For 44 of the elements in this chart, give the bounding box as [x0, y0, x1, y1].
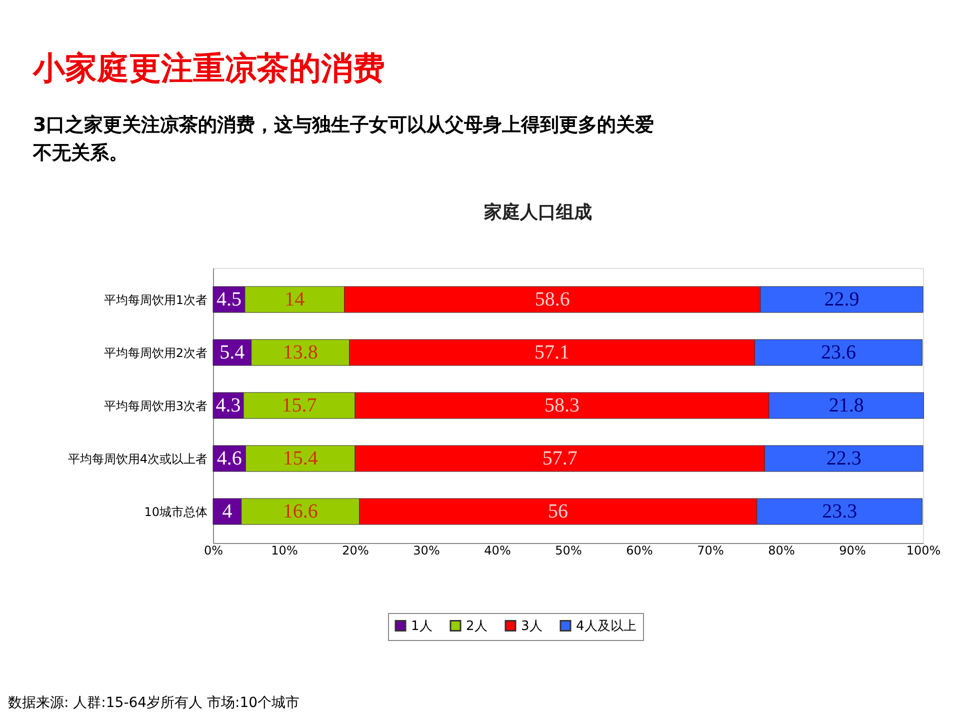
data-label: 4.5: [216, 288, 242, 310]
x-tick-label: 70%: [697, 544, 724, 558]
data-label: 23.3: [822, 500, 858, 522]
legend-label: 2人: [466, 618, 488, 634]
data-label: 22.9: [824, 288, 860, 310]
data-label: 57.7: [542, 448, 578, 470]
x-tick-label: 30%: [413, 544, 440, 558]
x-tick-label: 20%: [342, 544, 369, 558]
y-tick-label: 平均每周饮用2次者: [104, 346, 208, 360]
data-label: 15.7: [282, 394, 317, 416]
data-label: 4.6: [216, 448, 242, 470]
legend-label: 4人及以上: [576, 618, 636, 634]
text: 家庭人口组成: [483, 202, 592, 223]
legend-label: 3人: [521, 618, 542, 634]
y-tick-label: 平均每周饮用1次者: [104, 293, 208, 307]
y-tick-label: 10城市总体: [144, 505, 208, 519]
data-label: 15.4: [282, 448, 318, 470]
x-tick-label: 0%: [204, 544, 224, 558]
x-tick-label: 90%: [839, 544, 866, 558]
legend-label: 1人: [411, 618, 432, 634]
y-tick-label: 平均每周饮用3次者: [104, 399, 208, 413]
source-note: 数据来源: 人群:15-64岁所有人 市场:10个城市: [8, 695, 300, 711]
data-label: 4: [222, 500, 232, 522]
data-label: 57.1: [534, 342, 570, 364]
data-label: 21.8: [828, 394, 864, 416]
x-tick-label: 10%: [271, 544, 298, 558]
x-tick-label: 60%: [626, 544, 653, 558]
chart-title: 小家庭更注重凉茶的消费: [32, 49, 385, 87]
x-tick-label: 80%: [768, 544, 795, 558]
data-label: 22.3: [826, 448, 862, 470]
data-label: 13.8: [282, 342, 318, 364]
y-tick-label: 平均每周饮用4次或以上者: [68, 452, 208, 466]
data-label: 58.6: [534, 288, 570, 310]
chart-subtitle: 3口之家更关注凉茶的消费，这与独生子女可以从父母身上得到更多的关爱不无关系。: [32, 114, 654, 164]
data-label: 5.4: [220, 342, 245, 364]
data-label: 23.6: [821, 342, 856, 364]
x-tick-label: 100%: [906, 544, 941, 558]
data-label: 58.3: [544, 394, 580, 416]
x-tick-label: 40%: [484, 544, 511, 558]
data-label: 56: [548, 500, 568, 522]
x-tick-label: 50%: [555, 544, 582, 558]
data-label: 16.6: [282, 500, 318, 522]
data-label: 4.3: [216, 394, 241, 416]
data-label: 14: [284, 288, 305, 310]
